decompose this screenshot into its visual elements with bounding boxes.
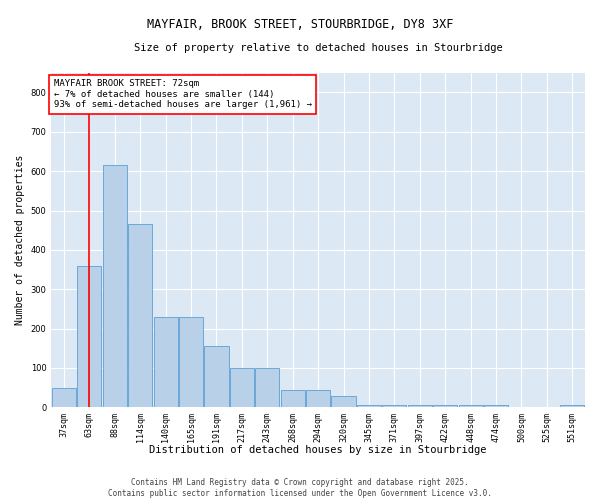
Text: MAYFAIR, BROOK STREET, STOURBRIDGE, DY8 3XF: MAYFAIR, BROOK STREET, STOURBRIDGE, DY8 … [147, 18, 453, 30]
Title: Size of property relative to detached houses in Stourbridge: Size of property relative to detached ho… [134, 42, 503, 52]
Bar [484, 406, 508, 407]
Bar [281, 390, 305, 407]
Bar [103, 165, 127, 408]
Bar [433, 406, 457, 407]
Bar [52, 388, 76, 407]
Bar [382, 406, 406, 407]
X-axis label: Distribution of detached houses by size in Stourbridge: Distribution of detached houses by size … [149, 445, 487, 455]
Bar [179, 317, 203, 408]
Text: MAYFAIR BROOK STREET: 72sqm
← 7% of detached houses are smaller (144)
93% of sem: MAYFAIR BROOK STREET: 72sqm ← 7% of deta… [54, 80, 312, 109]
Text: Contains HM Land Registry data © Crown copyright and database right 2025.
Contai: Contains HM Land Registry data © Crown c… [108, 478, 492, 498]
Bar [458, 406, 483, 407]
Bar [77, 266, 101, 408]
Bar [230, 368, 254, 408]
Bar [205, 346, 229, 408]
Bar [408, 406, 432, 407]
Bar [331, 396, 356, 407]
Bar [154, 317, 178, 408]
Bar [255, 368, 280, 408]
Y-axis label: Number of detached properties: Number of detached properties [15, 155, 25, 325]
Bar [357, 406, 381, 407]
Bar [560, 406, 584, 407]
Bar [128, 224, 152, 408]
Bar [306, 390, 330, 407]
